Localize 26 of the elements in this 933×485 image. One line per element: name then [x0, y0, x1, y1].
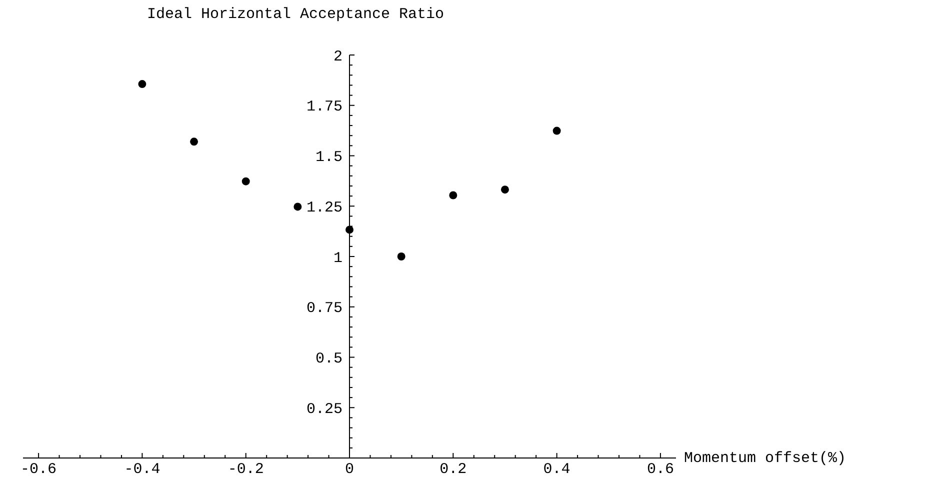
point: [242, 177, 250, 186]
x-tick-label: -0.2: [228, 461, 264, 478]
point: [397, 252, 406, 260]
point: [138, 80, 146, 88]
x-tick-label: 0: [344, 461, 354, 478]
point: [294, 202, 302, 211]
y-tick-label: 0.5: [315, 350, 342, 368]
y-tick-label: 0.25: [306, 400, 342, 418]
y-tick-label: 0.75: [306, 300, 342, 318]
y-tick-label: 1: [333, 250, 342, 267]
chart-title: Ideal Horizontal Acceptance Ratio: [147, 6, 444, 23]
x-tick-label: 0.4: [543, 461, 570, 478]
point: [552, 126, 561, 135]
point: [190, 138, 198, 146]
y-tick-label: 2: [333, 48, 342, 66]
x-tick-label: 0.2: [440, 461, 467, 478]
point: [449, 191, 458, 200]
x-tick-label: -0.4: [124, 461, 160, 478]
y-tick-label: 1.75: [306, 98, 342, 116]
point: [346, 226, 354, 234]
x-tick-label: -0.6: [20, 461, 57, 478]
point: [500, 186, 509, 194]
x-tick-label: 0.6: [646, 461, 674, 478]
x-axis-title: Momentum offset(%): [684, 450, 846, 467]
y-tick-label: 1.25: [306, 199, 342, 216]
y-tick-label: 1.5: [315, 149, 342, 166]
